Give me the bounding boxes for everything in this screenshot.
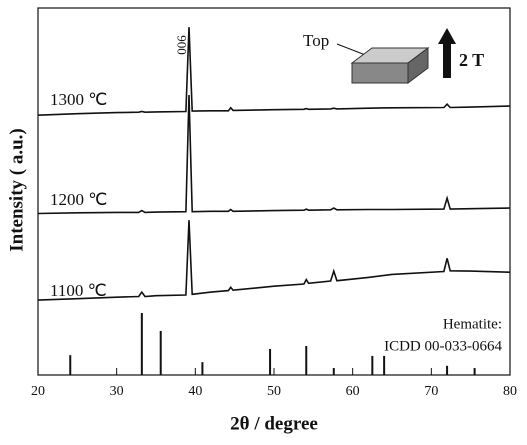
x-tick-label: 70 (424, 384, 438, 399)
sample-inset (336, 28, 456, 84)
face-label: Top (303, 31, 329, 50)
x-tick-label: 20 (31, 384, 45, 399)
xrd-curve (37, 94, 511, 215)
x-tick-label: 60 (346, 384, 360, 399)
xrd-curve (37, 27, 511, 116)
field-label: 2 T (459, 50, 484, 70)
peak-label: 006 (174, 35, 189, 55)
series-label: 1200 ℃ (50, 190, 107, 209)
x-tick-label: 30 (110, 384, 124, 399)
x-tick-label: 50 (267, 384, 281, 399)
reference-label: Hematite: (443, 316, 502, 332)
series-label: 1100 ℃ (50, 281, 107, 300)
plot-frame (37, 7, 511, 376)
x-tick-label: 40 (188, 384, 202, 399)
xrd-curve (37, 220, 511, 301)
x-axis-label: 2θ / degree (230, 413, 318, 434)
x-tick-label: 80 (503, 384, 517, 399)
series-label: 1300 ℃ (50, 90, 107, 109)
y-axis-label: Intensity ( a.u.) (6, 128, 27, 252)
reference-label: ICDD 00-033-0664 (384, 338, 502, 354)
